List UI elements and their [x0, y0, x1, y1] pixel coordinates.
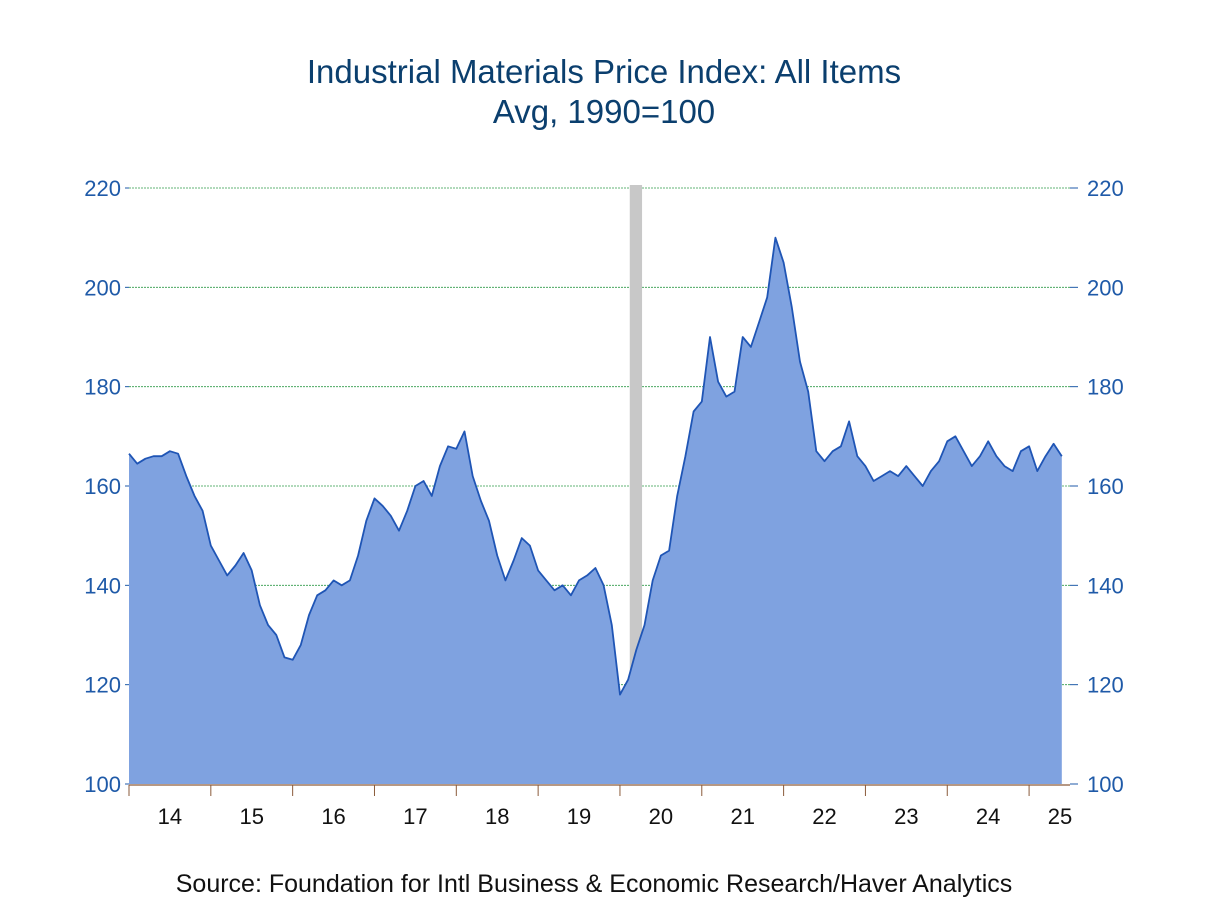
- chart-title-block: Industrial Materials Price Index: All It…: [0, 52, 1208, 132]
- y-tick-label-left: 200: [84, 275, 121, 300]
- y-tick-label-left: 220: [84, 176, 121, 201]
- chart-title: Industrial Materials Price Index: All It…: [306, 53, 902, 90]
- y-tick-label-right: 160: [1087, 474, 1124, 499]
- y-tick-label-right: 220: [1087, 176, 1124, 201]
- y-axis-left: 100 120 140 160 180 200 220: [84, 176, 129, 797]
- y-tick-label-right: 140: [1087, 573, 1124, 598]
- recession-bar: [629, 185, 643, 784]
- x-tick-label: 15: [239, 804, 263, 829]
- y-axis-right: 100 120 140 160 180 200 220: [1070, 176, 1124, 797]
- source-note: Source: Foundation for Intl Business & E…: [175, 870, 1013, 898]
- chart-subtitle: Avg, 1990=100: [492, 93, 716, 130]
- x-tick-label: 20: [649, 804, 673, 829]
- y-tick-label-right: 100: [1087, 772, 1124, 797]
- x-tick-label: 17: [403, 804, 427, 829]
- x-tick-label: 14: [158, 804, 182, 829]
- y-tick-label-right: 180: [1087, 375, 1124, 400]
- x-tick-label: 18: [485, 804, 509, 829]
- y-tick-label-left: 180: [84, 375, 121, 400]
- series-area: [129, 237, 1062, 784]
- y-tick-label-right: 200: [1087, 275, 1124, 300]
- x-tick-label: 22: [812, 804, 836, 829]
- x-axis: 14 15 16 17 18 19 20 21 22 23 24 25: [128, 784, 1072, 829]
- x-tick-label: 19: [567, 804, 591, 829]
- y-tick-label-right: 120: [1087, 673, 1124, 698]
- y-tick-label-left: 120: [84, 673, 121, 698]
- y-tick-label-left: 160: [84, 474, 121, 499]
- x-tick-label: 25: [1048, 804, 1072, 829]
- x-tick-label: 21: [730, 804, 754, 829]
- x-tick-label: 24: [976, 804, 1000, 829]
- y-tick-label-left: 100: [84, 772, 121, 797]
- series-line: [128, 236, 1063, 696]
- x-tick-label: 23: [894, 804, 918, 829]
- x-tick-label: 16: [321, 804, 345, 829]
- y-tick-label-left: 140: [84, 573, 121, 598]
